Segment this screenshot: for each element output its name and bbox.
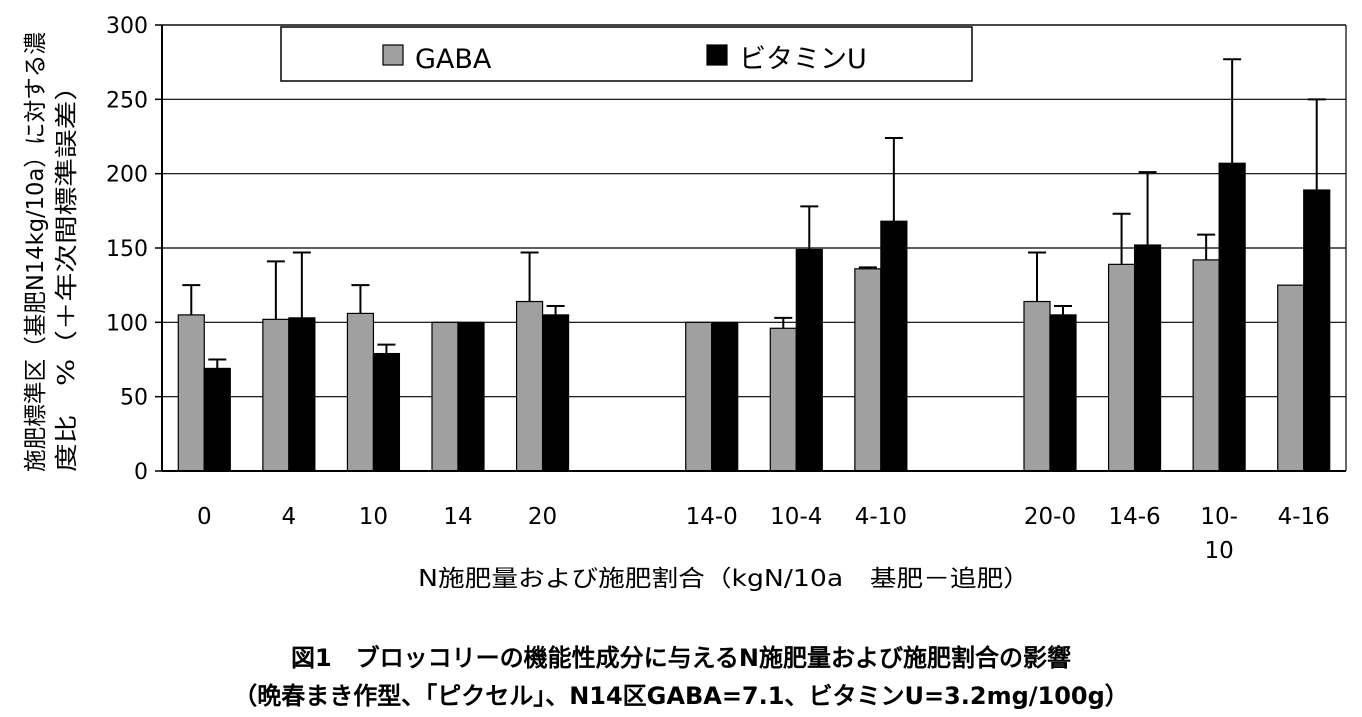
bars [177,162,1331,472]
bar-chart: 0 50 100 150 200 250 300 0 4 10 14 20 14-0 10-4 4-10 2… [23,14,1347,592]
bar-gaba [1107,263,1136,472]
x-tick-label: 20-0 [1024,504,1076,530]
y-tick-label: 300 [106,14,148,39]
bar-vitamin-u [1133,244,1162,472]
bar-vitamin-u [795,248,823,472]
bar-vitamin-u [711,321,739,472]
bar-gaba [1277,284,1305,472]
y-tick-label: 100 [106,311,148,336]
bar-vitamin-u [372,352,401,472]
y-tick-label: 0 [134,460,148,485]
x-tick-label: 14-0 [686,504,738,530]
bar-gaba [1023,300,1051,472]
x-tick-label: 4-10 [855,504,907,530]
axes [155,24,1347,472]
y-tick-label: 250 [106,88,148,113]
x-tick-label: 10-10 [1200,504,1238,564]
x-tick-label: 10-4 [770,504,822,530]
bar-gaba [685,321,713,472]
y-tick-label: 150 [106,237,148,262]
bar-vitamin-u [1218,162,1246,472]
x-tick-label: 20 [528,504,557,530]
figure-caption: 図1 ブロッコリーの機能性成分に与えるN施肥量および施肥割合の影響 [290,644,1072,672]
legend-swatch-gaba [382,44,404,66]
x-tick-label: 4 [282,504,297,530]
bar-vitamin-u [288,317,316,472]
bar-gaba [346,312,375,472]
bar-vitamin-u [203,367,231,472]
bar-gaba [431,321,459,472]
x-tick-label: 14 [443,504,472,530]
bar-gaba [769,327,797,472]
legend-swatch-vitamin-u [706,44,728,66]
bar-vitamin-u [880,220,908,472]
y-tick-labels: 0 50 100 150 200 250 300 [106,14,148,485]
bar-vitamin-u [457,321,485,472]
bar-vitamin-u [1049,314,1077,472]
legend-label-gaba: GABA [415,44,492,75]
y-axis-title-line1: 施肥標準区（基肥N14kg/10a）に対する濃 [23,32,49,472]
legend-label-vitamin-u: ビタミンU [739,44,867,75]
y-tick-label: 50 [120,386,148,411]
bar-gaba [262,318,290,472]
error-bars [182,58,1326,369]
x-tick-label: 14-6 [1108,504,1160,530]
bar-vitamin-u [1303,189,1331,472]
bar-gaba [177,314,205,472]
bar-gaba [515,300,544,472]
x-tick-label: 10 [359,504,388,530]
x-tick-labels: 0 4 10 14 20 14-0 10-4 4-10 20-0 14-6 10-10 4-16 [197,504,1330,564]
y-axis-title-line2: 度比 %（＋年次間標準誤差） [54,72,80,472]
y-tick-label: 200 [106,163,148,188]
bar-vitamin-u [541,314,570,472]
x-axis-title: N施肥量および施肥割合（kgN/10a 基肥－追肥） [418,566,1030,592]
bar-gaba [854,268,882,472]
bar-gaba [1192,259,1220,472]
x-tick-label: 0 [197,504,212,530]
figure-caption-note: （晩春まき作型、「ピクセル」、N14区GABA=7.1、ビタミンU=3.2mg/… [233,682,1129,710]
x-tick-label: 4-16 [1278,504,1330,530]
